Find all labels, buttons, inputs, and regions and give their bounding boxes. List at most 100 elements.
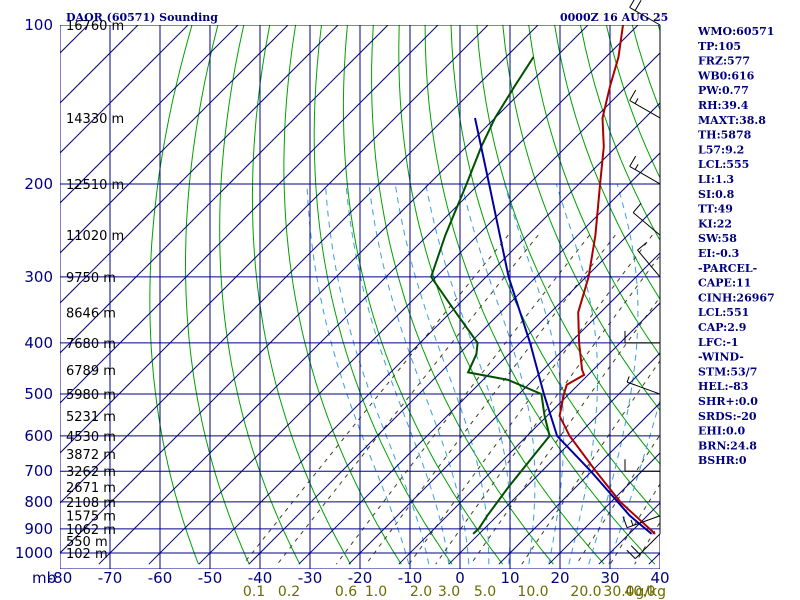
index-lcl: LCL:555 <box>698 158 749 171</box>
mixing-ratio-line <box>576 434 660 565</box>
index-wind: -WIND- <box>698 351 744 364</box>
mixing-ratio-line <box>242 234 509 565</box>
moist-adiabat <box>394 183 490 565</box>
mixing-ratio-label: 30.0 <box>603 584 634 600</box>
wind-barb <box>637 249 661 278</box>
moist-adiabat <box>608 398 660 565</box>
index-li: LI:1.3 <box>698 173 734 186</box>
isotherm-line <box>548 452 660 565</box>
index-srds: SRDS:-20 <box>698 410 757 423</box>
pressure-tick-label: 200 <box>24 175 53 193</box>
isotherm-line <box>98 25 639 565</box>
isotherm-line <box>198 102 660 565</box>
isotherm-line <box>498 402 660 565</box>
dry-adiabat <box>554 25 660 301</box>
dry-adiabat <box>424 25 656 565</box>
dry-adiabat <box>450 25 660 518</box>
temperature-tick-label: 20 <box>550 569 569 587</box>
sounding-traces <box>429 25 656 535</box>
height-label: 11020 m <box>66 229 124 244</box>
pressure-tick-label: 800 <box>24 493 53 511</box>
wind-barb-flag <box>637 242 648 251</box>
wind-barb <box>629 100 661 119</box>
isotherm-line <box>60 25 339 304</box>
wind-barb <box>629 7 661 26</box>
wind-barb-flag <box>629 0 635 8</box>
index-ei: EI:-0.3 <box>698 247 739 260</box>
wind-barb-flag <box>632 203 642 213</box>
index-maxt: MAXT:38.8 <box>698 114 766 127</box>
mixing-ratio-label: 20.0 <box>570 584 601 600</box>
height-label: 5231 m <box>66 410 116 425</box>
wind-barb-flag <box>634 0 642 11</box>
isotherm-line <box>60 25 589 554</box>
pressure-tick-label: 400 <box>24 334 53 352</box>
height-label: 3872 m <box>66 448 116 463</box>
mixing-ratio-line <box>276 234 539 565</box>
index-plcl: LCL:551 <box>698 306 749 319</box>
dry-adiabat <box>185 25 250 565</box>
index-bshr: BSHR:0 <box>698 454 747 467</box>
pressure-tick-label: 700 <box>24 462 53 480</box>
station-title: DAOR (60571) Sounding <box>66 11 218 24</box>
moist-adiabat <box>555 183 599 565</box>
wind-barb-flag <box>629 89 637 101</box>
height-label: 4530 m <box>66 430 116 445</box>
moist-adiabat <box>306 183 410 565</box>
pressure-tick-label: 300 <box>24 268 53 286</box>
mixing-ratio-line <box>408 234 653 565</box>
wind-barb-half <box>634 164 639 170</box>
index-shr: SHR+:0.0 <box>698 395 758 408</box>
dry-adiabat <box>313 25 453 565</box>
index-cape: CAPE:11 <box>698 277 751 290</box>
wind-barb <box>632 212 661 236</box>
index-parcel: -PARCEL- <box>698 262 757 275</box>
sounding-time: 0000Z 16 AUG 25 <box>560 11 668 24</box>
isotherm-line <box>348 252 660 565</box>
height-label: 2671 m <box>66 481 116 496</box>
index-frz: FRZ:577 <box>698 55 750 68</box>
isotherm-line <box>0 25 38 564</box>
height-label: 3262 m <box>66 465 116 480</box>
pressure-tick-label: 100 <box>24 16 53 34</box>
dewpoint-trace <box>429 56 551 535</box>
pressure-tick-label: 1000 <box>15 544 53 562</box>
index-wb0: WB0:616 <box>697 69 755 82</box>
isotherm-line <box>298 202 660 565</box>
temperature-tick-label: -10 <box>398 569 423 587</box>
pressure-tick-label: 500 <box>24 385 53 403</box>
wind-barb <box>626 381 661 395</box>
temperature-tick-label: 10 <box>500 569 519 587</box>
mixing-ratio-label: 0.6 <box>335 584 357 600</box>
mixing-ratio-line <box>470 296 660 565</box>
index-lfc: LFC:-1 <box>698 336 739 349</box>
height-label: 1575 m <box>66 510 116 525</box>
wind-barb-half <box>634 98 639 104</box>
mixing-ratio-unit: g/kg <box>635 584 666 600</box>
index-si: SI:0.8 <box>698 188 735 201</box>
temperature-tick-label: -30 <box>298 569 323 587</box>
index-l57: L57:9.2 <box>698 143 744 156</box>
index-ki: KI:22 <box>698 217 732 230</box>
height-label: 8646 m <box>66 306 116 321</box>
index-brn: BRN:24.8 <box>698 439 757 452</box>
dry-adiabat <box>398 25 605 565</box>
parcel-trace <box>474 117 653 535</box>
height-label: 7680 m <box>66 337 116 352</box>
isotherm-line <box>148 52 660 565</box>
pressure-unit-label: mb <box>32 569 56 587</box>
isotherm-line <box>60 25 239 204</box>
height-label: 9750 m <box>66 271 116 286</box>
wind-barb-flag <box>630 545 641 555</box>
mixing-ratio-label: 5.0 <box>474 584 496 600</box>
temperature-tick-label: 40 <box>650 569 669 587</box>
temperature-tick-label: -70 <box>98 569 123 587</box>
dry-adiabat <box>502 25 660 412</box>
mixing-ratio-label: 2.0 <box>410 584 432 600</box>
wind-profile <box>622 0 661 559</box>
moist-adiabat <box>504 183 565 565</box>
height-label: 2108 m <box>66 496 116 511</box>
